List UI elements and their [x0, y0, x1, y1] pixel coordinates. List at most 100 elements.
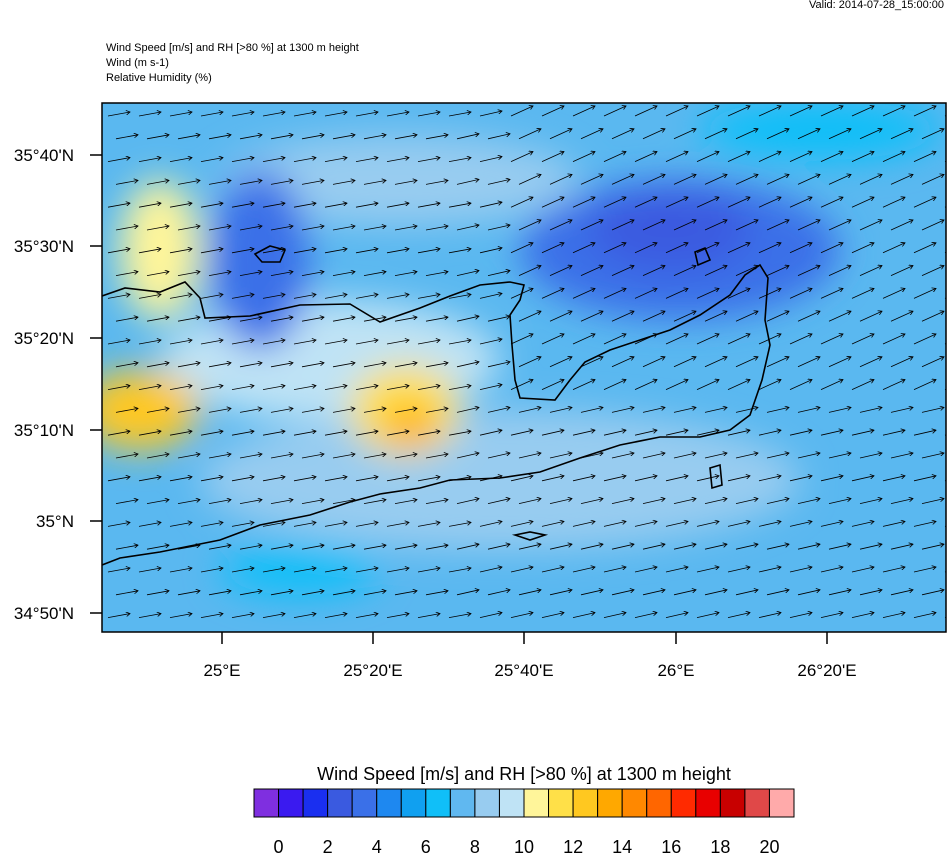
wind-arrow	[270, 545, 293, 550]
wind-arrow	[177, 545, 200, 550]
wind-arrow	[541, 243, 564, 254]
wind-arrow	[611, 544, 634, 550]
wind-arrow	[231, 294, 254, 299]
wind-arrow	[642, 407, 665, 413]
wind-arrow	[239, 363, 262, 368]
wind-arrow	[363, 226, 386, 231]
wind-arrow	[603, 106, 626, 117]
wind-arrow	[115, 317, 138, 322]
wind-arrow	[673, 544, 696, 550]
wind-arrow	[643, 635, 665, 640]
wind-arrow	[177, 272, 200, 276]
wind-arrow	[727, 243, 750, 254]
wind-arrow	[333, 636, 355, 640]
wind-arrow	[549, 266, 572, 276]
wind-arrow	[518, 590, 541, 596]
wind-arrow	[147, 636, 169, 640]
wind-arrow	[766, 357, 789, 368]
colorbar-label: 10	[514, 837, 534, 854]
wind-arrow	[882, 334, 905, 345]
wind-arrow	[386, 340, 409, 345]
wind-arrow	[789, 106, 812, 117]
wind-arrow	[820, 613, 843, 618]
colorbar-box	[376, 788, 402, 818]
wind-arrow	[146, 363, 169, 368]
wind-arrow	[169, 386, 192, 390]
wind-arrow	[704, 129, 727, 140]
wind-arrow	[363, 500, 386, 504]
wind-arrow	[138, 340, 161, 345]
wind-arrow	[642, 499, 665, 504]
wind-arrow	[363, 180, 386, 185]
wind-arrow	[208, 272, 231, 276]
wind-arrows	[107, 106, 946, 640]
wind-arrow	[355, 249, 378, 254]
wind-arrow	[766, 129, 789, 140]
wind-arrow	[355, 112, 378, 117]
wind-arrow	[417, 294, 440, 299]
wind-arrow	[510, 106, 533, 117]
wind-arrow	[921, 590, 944, 596]
wind-arrow	[758, 567, 781, 573]
wind-arrow	[518, 544, 541, 550]
wind-arrow	[138, 203, 161, 208]
wind-arrow	[797, 129, 820, 140]
wind-arrow	[851, 613, 874, 618]
wind-arrow	[479, 521, 502, 527]
wind-arrow	[611, 407, 634, 413]
wind-arrow	[851, 288, 874, 299]
wind-arrow	[301, 135, 324, 140]
colorbar-box	[449, 788, 476, 818]
wind-arrow	[642, 311, 665, 322]
wind-arrow	[696, 106, 719, 117]
wind-arrow	[510, 613, 533, 618]
wind-arrow	[417, 568, 440, 573]
colorbar-box	[719, 788, 746, 818]
wind-arrow	[859, 453, 882, 459]
wind-arrow	[293, 340, 316, 345]
wind-arrow	[665, 430, 688, 436]
wind-arrow	[828, 407, 851, 413]
wind-arrow	[479, 476, 502, 482]
wind-arrow	[890, 499, 913, 504]
wind-arrow	[177, 500, 200, 504]
wind-arrow	[239, 408, 262, 413]
wind-arrow	[262, 522, 285, 527]
wind-arrow	[456, 590, 479, 596]
wind-arrow	[797, 453, 820, 459]
wind-arrow	[456, 453, 479, 459]
wind-arrow	[270, 591, 293, 596]
wind-arrow	[270, 363, 293, 368]
wind-arrow	[820, 197, 843, 208]
wind-arrow	[169, 431, 192, 436]
wind-arrow	[727, 197, 750, 208]
wind-arrow	[572, 197, 595, 208]
wind-arrow	[572, 521, 595, 527]
wind-arrow	[727, 288, 750, 299]
wind-arrow	[882, 521, 905, 527]
wind-arrow	[324, 112, 347, 117]
wind-arrow	[642, 129, 665, 140]
wind-arrow	[146, 545, 169, 550]
wind-arrow	[324, 477, 347, 482]
wind-arrow	[293, 294, 316, 299]
wind-arrow	[487, 407, 510, 413]
wind-arrow	[208, 500, 231, 504]
wind-arrow	[479, 567, 502, 573]
wind-arrow	[115, 272, 138, 276]
wind-arrow	[735, 266, 758, 276]
wind-arrow	[851, 243, 874, 254]
wind-arrow	[603, 521, 626, 527]
wind-arrow	[208, 545, 231, 550]
lat-label: 35°10'N	[14, 421, 74, 440]
wind-arrow	[115, 545, 138, 550]
wind-arrow	[301, 454, 324, 459]
wind-arrow	[417, 340, 440, 345]
wind-arrow	[735, 544, 758, 550]
lat-label: 35°N	[36, 512, 74, 531]
wind-arrow	[851, 567, 874, 573]
wind-arrow	[479, 202, 502, 208]
wind-arrow	[828, 590, 851, 596]
wind-arrow	[239, 317, 262, 322]
wind-arrow	[239, 591, 262, 596]
